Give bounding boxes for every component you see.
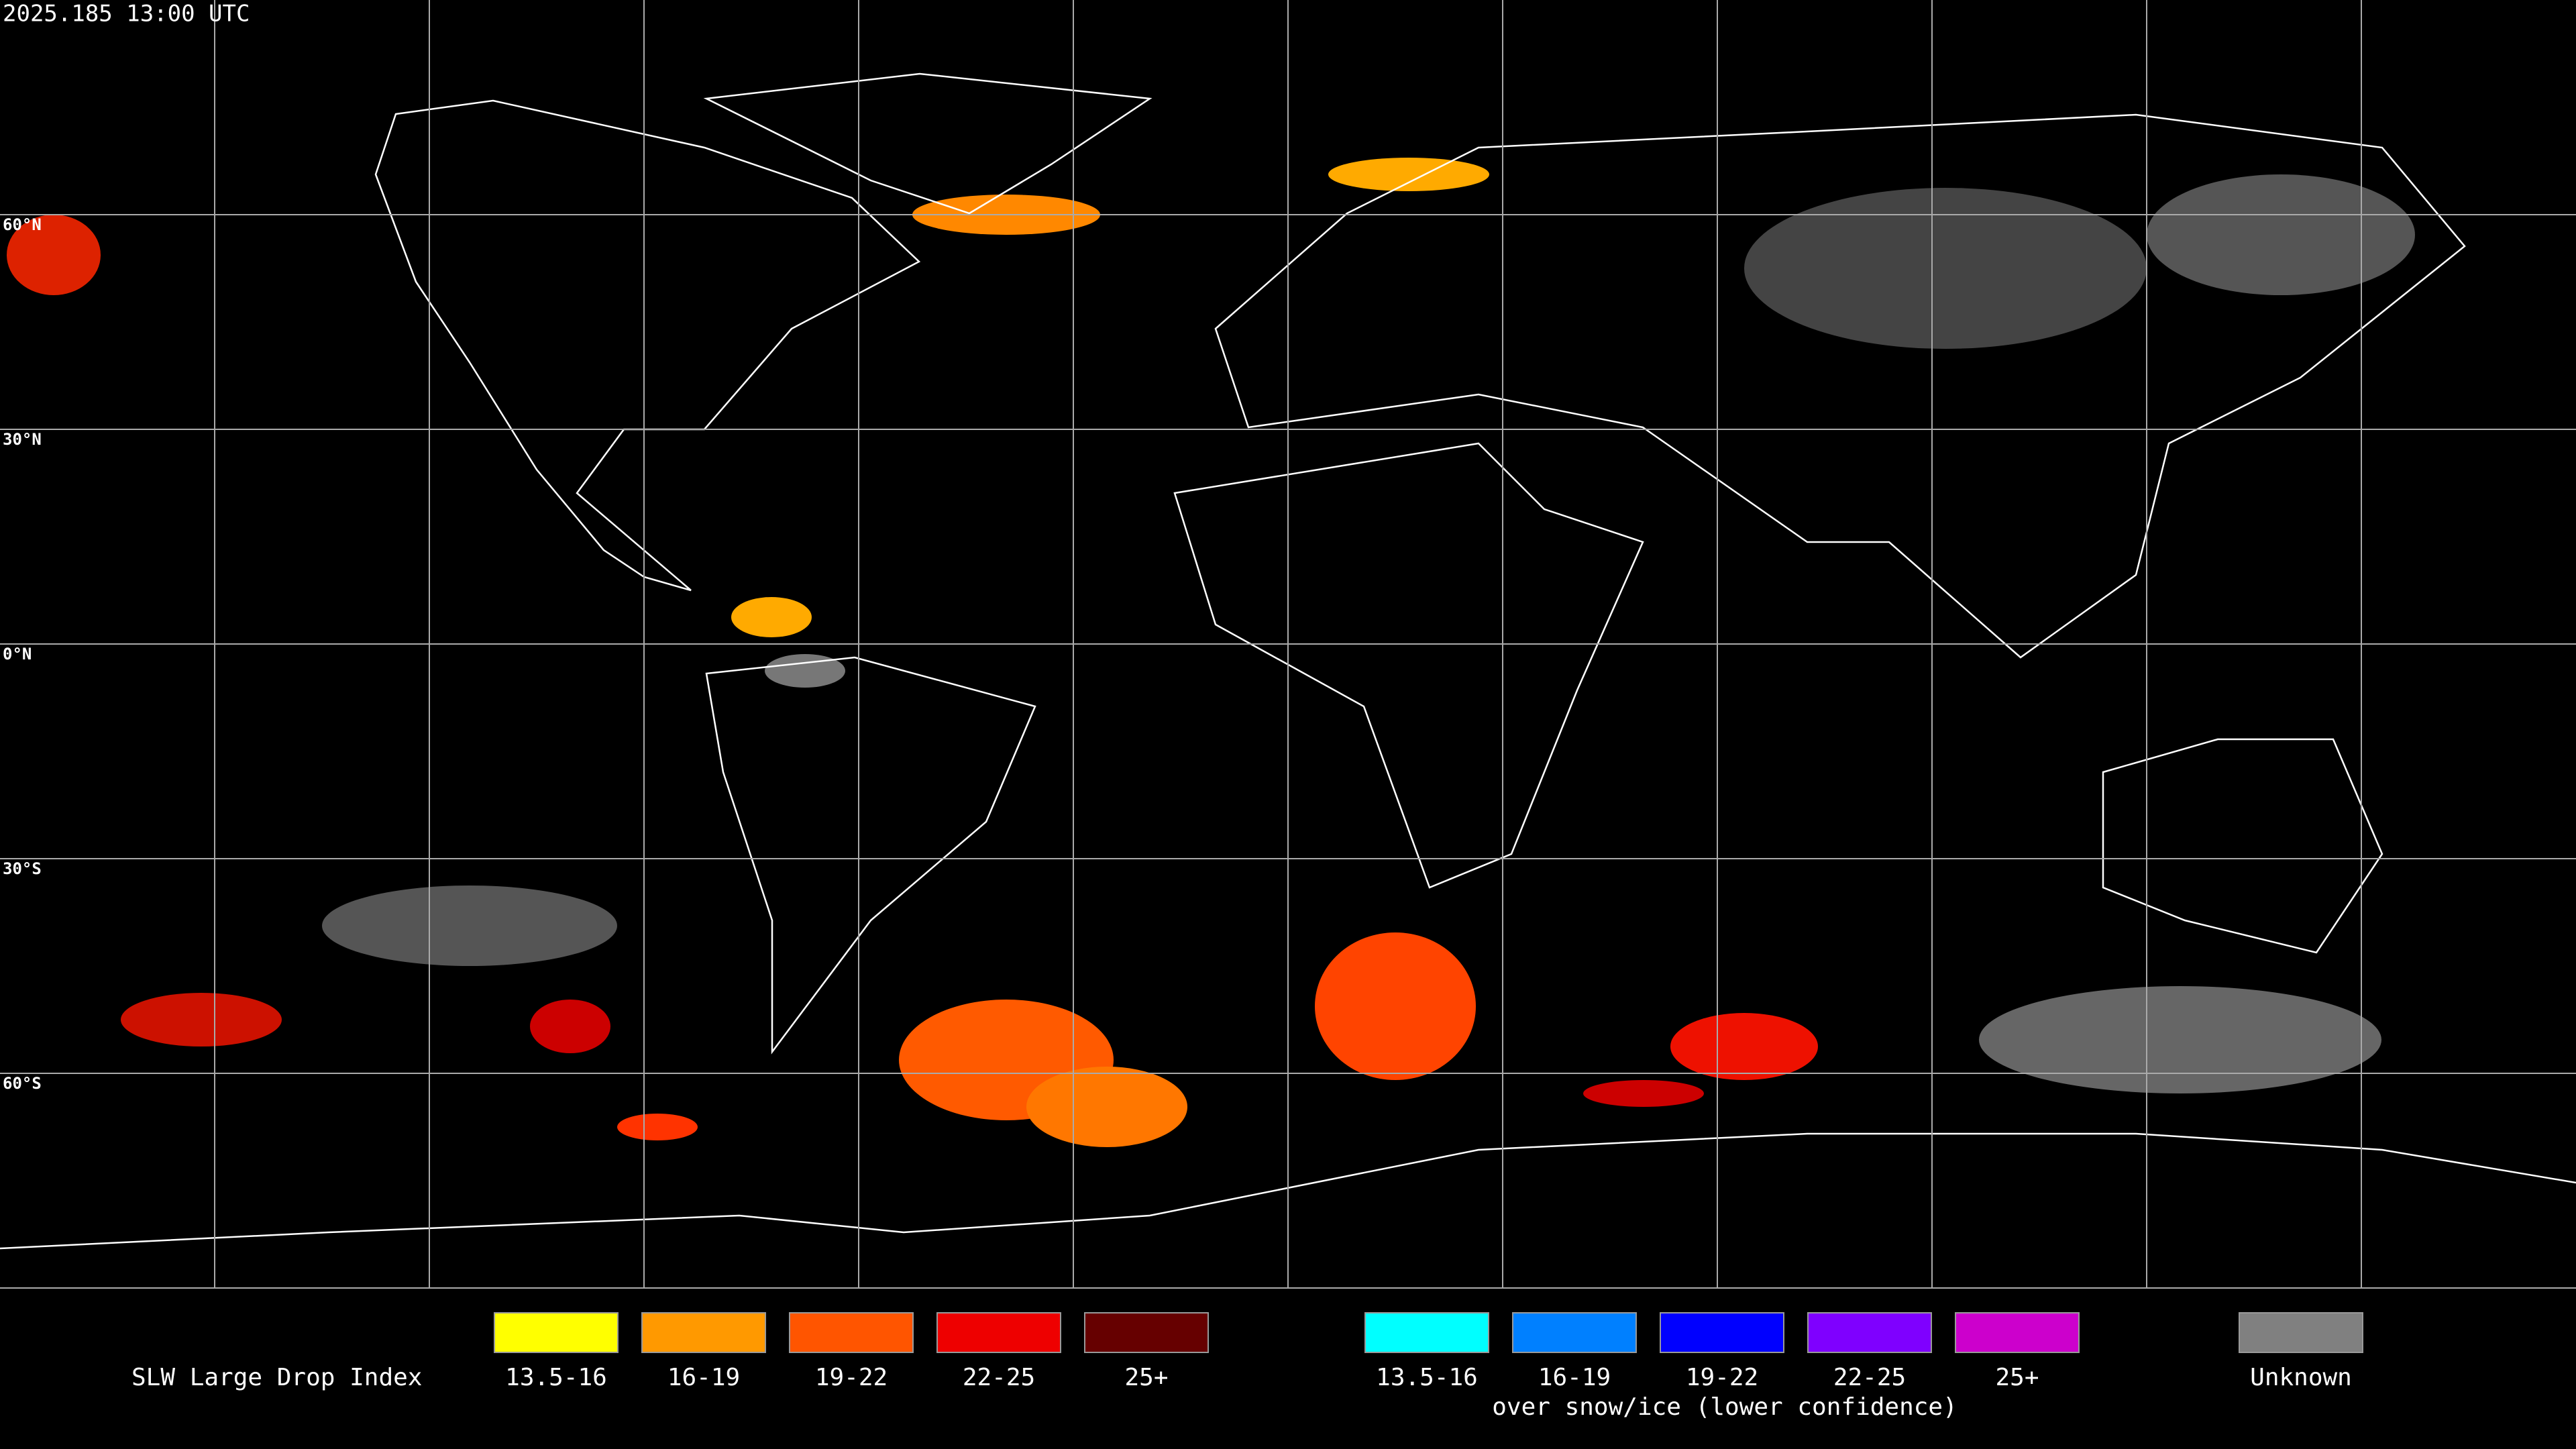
latitude-label: 60°N: [3, 215, 42, 234]
legend-swatch: [494, 1312, 619, 1353]
legend-swatch: [936, 1312, 1061, 1353]
unknown-patch: [2147, 174, 2415, 295]
slw-patch: [1583, 1080, 1704, 1107]
slw-patch: [1026, 1067, 1187, 1147]
legend-label: Unknown: [2250, 1364, 2352, 1391]
unknown-patch: [765, 654, 845, 688]
latitude-label: 60°S: [3, 1074, 42, 1093]
legend-label: 22-25: [1833, 1364, 1906, 1391]
unknown-patch: [1979, 986, 2381, 1093]
timestamp: 2025.185 13:00 UTC: [3, 1, 250, 28]
latitude-label: 30°N: [3, 430, 42, 449]
slw-patch: [1670, 1013, 1818, 1080]
coastlines: [0, 72, 2576, 1250]
slw-patch: [530, 1000, 610, 1053]
slw-patch: [731, 597, 812, 637]
cloud-patches: [7, 158, 2415, 1147]
legend-label: 19-22: [815, 1364, 888, 1391]
coastline: [1173, 442, 1644, 889]
legend-caption: over snow/ice (lower confidence): [1492, 1393, 1957, 1421]
latitude-labels: 60°N 30°N 0°N 30°S 60°S: [3, 215, 42, 1093]
legend-swatch: [1955, 1312, 2080, 1353]
legend-label: 13.5-16: [1376, 1364, 1478, 1391]
legend-swatch: [1807, 1312, 1932, 1353]
legend-swatch: [1660, 1312, 1784, 1353]
legend-label: 25+: [1124, 1364, 1168, 1391]
legend-title: SLW Large Drop Index: [131, 1364, 422, 1391]
legend-label: 16-19: [667, 1364, 740, 1391]
slw-patch: [121, 993, 282, 1046]
slw-patch: [1315, 932, 1476, 1080]
legend-swatch: [1084, 1312, 1209, 1353]
legend-swatch: [641, 1312, 766, 1353]
unknown-patch: [322, 885, 617, 966]
legend-swatch: [789, 1312, 914, 1353]
slw-patch: [1328, 158, 1489, 191]
legend-label: 19-22: [1686, 1364, 1758, 1391]
unknown-patch: [1744, 188, 2147, 349]
coastline: [0, 1132, 2576, 1250]
coastline: [1214, 113, 2466, 659]
coastline: [703, 72, 1152, 215]
coastline: [374, 99, 921, 592]
legend-label: 13.5-16: [505, 1364, 607, 1391]
legend-swatch: [1512, 1312, 1637, 1353]
legend-swatch: [2239, 1312, 2363, 1353]
latitude-label: 0°N: [3, 645, 32, 663]
legend-label: 16-19: [1538, 1364, 1611, 1391]
legend-label: 25+: [1995, 1364, 2039, 1391]
slw-patch: [7, 215, 101, 295]
coastline: [705, 656, 1036, 1055]
legend-swatch: [1364, 1312, 1489, 1353]
latitude-label: 30°S: [3, 859, 42, 878]
slw-patch: [617, 1114, 698, 1140]
graticule: [0, 0, 2576, 1288]
legend: 13.5-16 16-19 19-22 22-25 25+ 13.5-16 16-19 19-…: [494, 1312, 2363, 1391]
legend-label: 22-25: [963, 1364, 1035, 1391]
coastline: [2102, 738, 2383, 954]
